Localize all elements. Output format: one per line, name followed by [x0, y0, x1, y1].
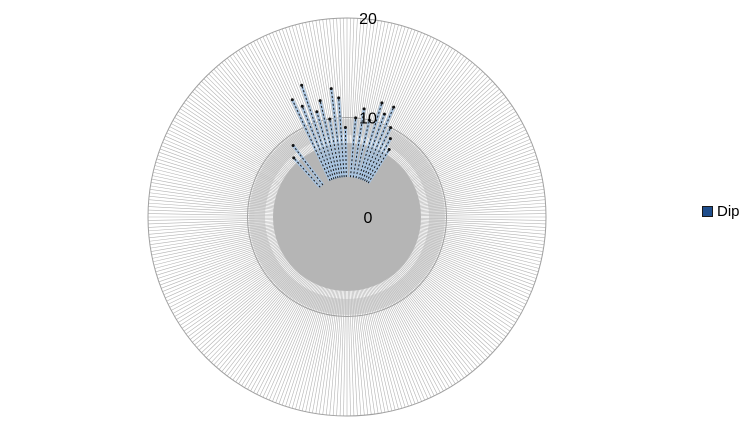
series-dip-point — [388, 137, 392, 141]
series-dip-line — [344, 127, 347, 178]
series-dip-line — [364, 127, 392, 182]
series-dip-line — [293, 157, 321, 188]
series-dip-point — [380, 101, 384, 105]
series-dip-line — [367, 149, 390, 184]
series-dip-point — [362, 107, 366, 111]
series-dip-point — [392, 105, 396, 109]
inner-dense-disc — [273, 143, 421, 291]
series-dip-line — [330, 88, 343, 178]
series-dip-point — [387, 148, 391, 151]
legend-swatch-dip — [702, 206, 713, 217]
series-dip-line — [329, 118, 341, 178]
series-dip-line — [292, 145, 324, 186]
series-dip-point — [315, 110, 319, 114]
series-dip-line — [360, 113, 385, 180]
series-dip-line — [316, 111, 337, 179]
ring-gridline — [147, 17, 547, 417]
series-dip-line — [291, 99, 331, 181]
legend-label-dip: Dip — [717, 203, 740, 220]
series-dip-point — [337, 96, 341, 100]
radial-tick-labels: 0 10 20 — [359, 11, 377, 227]
series-dip-point — [328, 117, 332, 121]
ring-gridline — [247, 117, 447, 317]
series-dip-point — [300, 83, 304, 87]
series-dip — [290, 83, 396, 189]
legend: Dip — [702, 203, 740, 220]
inner-dense-ring — [249, 119, 445, 315]
series-dip-point — [389, 126, 393, 130]
series-dip-line — [358, 102, 383, 179]
series-dip-point — [354, 116, 358, 120]
tick-label: 0 — [364, 210, 373, 227]
series-dip-line — [349, 117, 357, 178]
tick-label: 20 — [359, 11, 377, 28]
series-dip-line — [352, 108, 365, 178]
series-dip-point — [290, 98, 294, 102]
series-dip-line — [301, 85, 335, 180]
series-dip-line — [365, 138, 391, 183]
series-dip-point — [300, 104, 304, 108]
series-dip-point — [318, 99, 322, 103]
series-dip-line — [362, 106, 395, 181]
series-dip-point — [291, 143, 295, 147]
series-dip-line — [338, 97, 345, 178]
series-dip-line — [355, 119, 370, 179]
series-dip-point — [367, 118, 371, 122]
series-dip-line — [319, 100, 339, 179]
series-dip-point — [382, 112, 386, 116]
series-dip-point — [343, 125, 347, 129]
ring-gridlines — [147, 17, 547, 417]
inner-dense-area — [249, 119, 445, 315]
series-dip-point — [329, 87, 333, 91]
series-dip-point — [292, 156, 296, 160]
tick-label: 10 — [359, 111, 377, 128]
series-dip-line — [301, 106, 333, 181]
